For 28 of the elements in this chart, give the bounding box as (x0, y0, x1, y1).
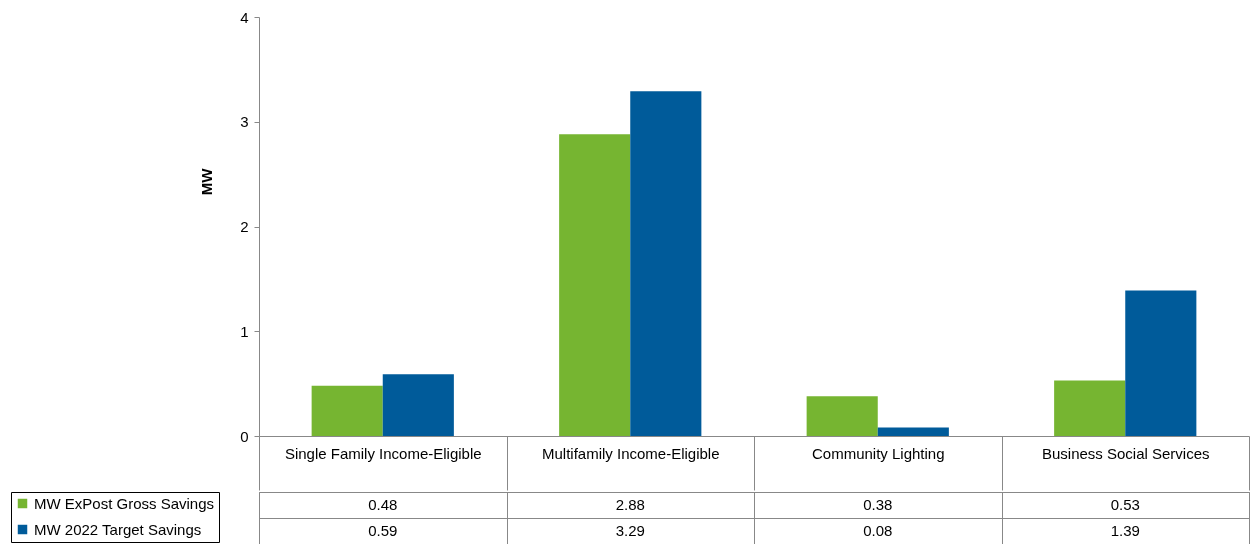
y-tick-label: 4 (240, 8, 249, 26)
y-tick-label: 2 (240, 218, 249, 235)
legend-label: MW ExPost Gross Savings (34, 494, 215, 512)
bar (1054, 380, 1126, 436)
y-tick-label: 0 (240, 427, 249, 445)
data-label: 0.38 (863, 496, 893, 513)
x-tick-label: Business Social Services (1041, 444, 1210, 462)
bar (559, 134, 631, 436)
y-tick-label: 3 (240, 113, 249, 131)
data-label: 0.08 (863, 522, 893, 539)
x-tick-label: Community Lighting (811, 444, 945, 462)
legend-label: MW 2022 Target Savings (34, 520, 202, 538)
x-tick-label: Multifamily Income-Eligible (541, 444, 720, 462)
data-label: 3.29 (615, 522, 645, 539)
x-tick-label: Single Family Income-Eligible (284, 444, 482, 462)
bar (877, 427, 949, 436)
bar (806, 396, 878, 436)
data-label: 2.88 (615, 496, 645, 513)
data-label: 0.48 (368, 496, 398, 513)
bar (1125, 290, 1197, 436)
data-label: 0.59 (368, 522, 398, 539)
y-tick-label: 1 (240, 322, 249, 340)
y-axis-title: MW (197, 167, 215, 196)
data-label: 0.53 (1110, 496, 1140, 513)
bar (630, 91, 702, 436)
bar (311, 385, 383, 436)
bar (382, 374, 454, 436)
data-label: 1.39 (1110, 522, 1140, 539)
